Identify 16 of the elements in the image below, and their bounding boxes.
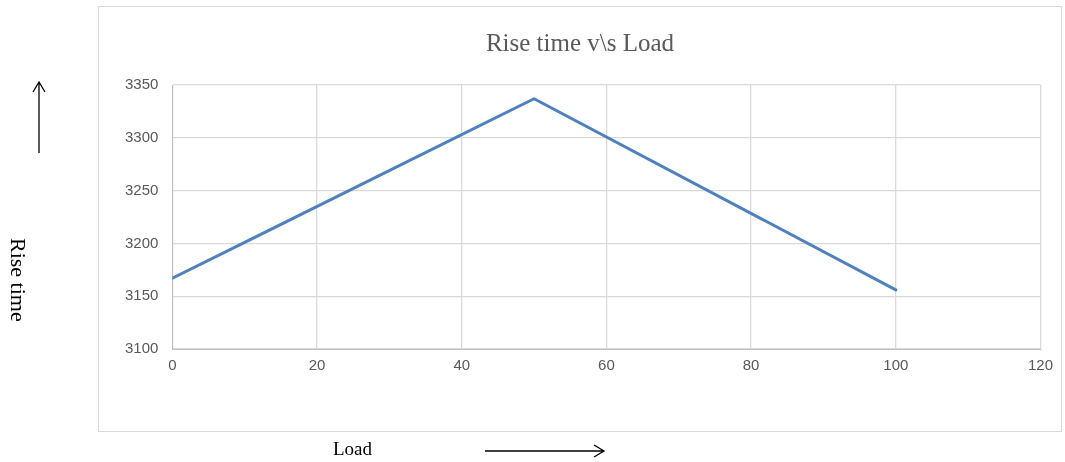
- x-tick-label: 80: [742, 356, 760, 374]
- x-tick-label: 120: [1027, 356, 1053, 374]
- y-tick-label: 3300: [124, 127, 159, 145]
- y-tick-label: 3150: [124, 286, 159, 304]
- x-tick-label: 20: [308, 356, 326, 374]
- y-axis-title: Rise time: [5, 238, 31, 322]
- x-tick-label: 60: [598, 356, 615, 374]
- x-axis-title: Load: [333, 438, 373, 460]
- y-tick-label: 3250: [124, 180, 159, 198]
- x-tick-label: 100: [883, 356, 909, 374]
- y-tick-label: 3350: [124, 75, 159, 93]
- x-tick-label: 0: [168, 356, 177, 374]
- x-tick-label: 40: [453, 356, 471, 374]
- y-tick-label: 3100: [124, 339, 159, 357]
- chart-title: Rise time v\s Load: [485, 28, 675, 56]
- y-tick-label: 3200: [124, 233, 159, 251]
